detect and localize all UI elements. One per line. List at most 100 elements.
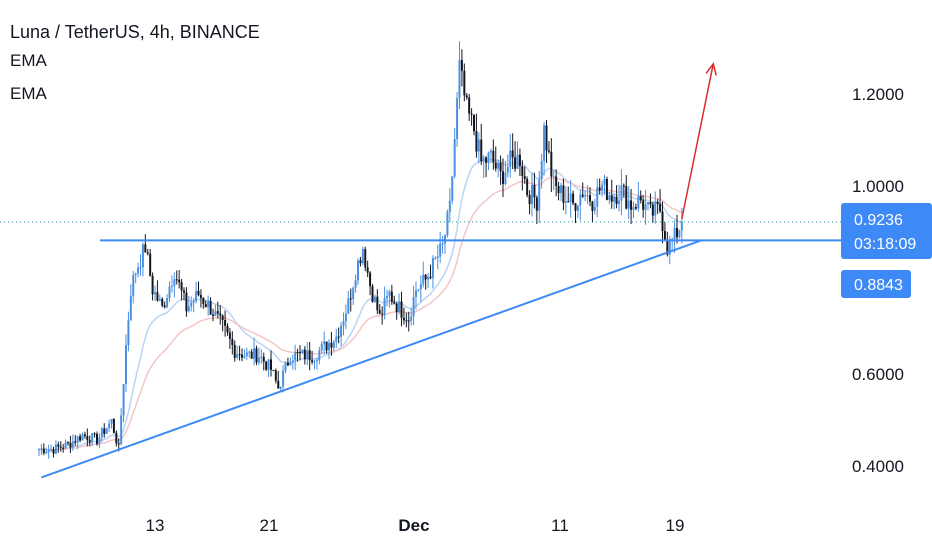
- candle-body: [202, 298, 205, 304]
- candle-body: [632, 207, 635, 210]
- candle-body: [543, 125, 546, 162]
- price-axis[interactable]: 1.2000 1.0000 0.6000 0.4000: [852, 85, 904, 476]
- candle-body: [630, 200, 633, 210]
- candle-body: [149, 253, 152, 276]
- candle-body: [424, 274, 427, 280]
- candle-body: [572, 193, 575, 204]
- candle-body: [550, 151, 553, 177]
- candle-body: [332, 341, 335, 348]
- candle-body: [260, 356, 263, 358]
- candle-body: [74, 441, 77, 443]
- candle-body: [666, 240, 669, 255]
- candle-body: [422, 274, 425, 284]
- candle-body: [93, 433, 96, 435]
- candle-body: [279, 386, 282, 389]
- candle-body: [465, 95, 468, 98]
- candle-body: [482, 157, 485, 162]
- candle-body: [76, 436, 79, 443]
- candle-body: [170, 285, 173, 287]
- candle-body: [214, 311, 217, 316]
- candle-body: [221, 315, 224, 320]
- candle-body: [533, 184, 536, 198]
- candle-body: [680, 221, 683, 231]
- candle-body: [50, 449, 53, 451]
- time-axis[interactable]: 13 21 Dec 11 19: [146, 516, 685, 535]
- candle-body: [451, 176, 454, 201]
- candle-body: [161, 298, 164, 306]
- candle-body: [383, 298, 386, 315]
- candle-body: [154, 292, 156, 295]
- candle-body: [166, 298, 169, 308]
- candle-body: [277, 380, 280, 389]
- candle-body: [579, 194, 582, 206]
- candle-body: [98, 437, 101, 444]
- candle-body: [190, 302, 193, 307]
- candle-body: [250, 351, 253, 359]
- candle-body: [562, 185, 565, 203]
- candle-body: [342, 321, 345, 326]
- candle-body: [555, 176, 558, 187]
- candle-body: [477, 139, 480, 152]
- candle-body: [431, 258, 434, 278]
- candle-body: [294, 352, 297, 361]
- candle-body: [506, 166, 509, 173]
- candle-body: [274, 370, 277, 381]
- candle-body: [502, 171, 504, 184]
- candle-body: [589, 195, 591, 202]
- candle-body: [303, 349, 306, 360]
- candle-body: [100, 428, 103, 438]
- candle-body: [212, 314, 214, 316]
- indicator-ema-1[interactable]: EMA: [10, 51, 47, 70]
- candle-body: [134, 273, 137, 275]
- candle-body: [241, 354, 243, 358]
- candle-body: [545, 125, 548, 151]
- candle-body: [528, 195, 531, 205]
- candle-body: [564, 201, 567, 203]
- candle-body: [637, 195, 640, 209]
- candle-body: [538, 179, 541, 211]
- candle-body: [591, 201, 594, 211]
- candle-body: [311, 360, 314, 363]
- candle-body: [105, 428, 108, 434]
- candle-body: [139, 267, 142, 269]
- candle-body: [86, 436, 89, 441]
- candle-body: [388, 291, 391, 297]
- candle-body: [284, 362, 287, 371]
- candle-body: [390, 291, 393, 302]
- ema-lines: [38, 158, 682, 451]
- candle-body: [441, 243, 444, 245]
- candle-body: [608, 195, 611, 200]
- candle-body: [112, 418, 115, 433]
- candle-body: [330, 342, 333, 348]
- candle-body: [593, 206, 596, 211]
- candle-body: [376, 296, 379, 311]
- x-tick-label: 11: [551, 516, 569, 535]
- indicator-ema-2[interactable]: EMA: [10, 84, 47, 103]
- candle-body: [446, 211, 449, 236]
- candle-body: [393, 301, 396, 304]
- candle-body: [521, 166, 524, 177]
- y-tick-label: 0.6000: [852, 365, 904, 384]
- candle-body: [601, 184, 604, 191]
- projection-arrow-line: [681, 63, 714, 220]
- candle-body: [299, 352, 301, 354]
- candle-body: [547, 150, 550, 152]
- candle-body: [349, 298, 352, 300]
- candle-body: [253, 348, 256, 359]
- candle-body: [38, 449, 40, 451]
- candle-body: [224, 319, 227, 326]
- candle-body: [357, 260, 359, 281]
- candle-body: [557, 186, 560, 194]
- candle-body: [71, 441, 74, 448]
- candle-body: [569, 193, 572, 202]
- candle-body: [42, 448, 45, 454]
- symbol-title[interactable]: Luna / TetherUS, 4h, BINANCE: [10, 22, 260, 42]
- candle-body: [487, 152, 490, 163]
- candle-body: [88, 440, 91, 443]
- candle-body: [57, 444, 60, 447]
- candle-body: [347, 298, 350, 314]
- candle-body: [151, 275, 154, 295]
- candle-body: [676, 227, 678, 238]
- candle-body: [456, 98, 459, 140]
